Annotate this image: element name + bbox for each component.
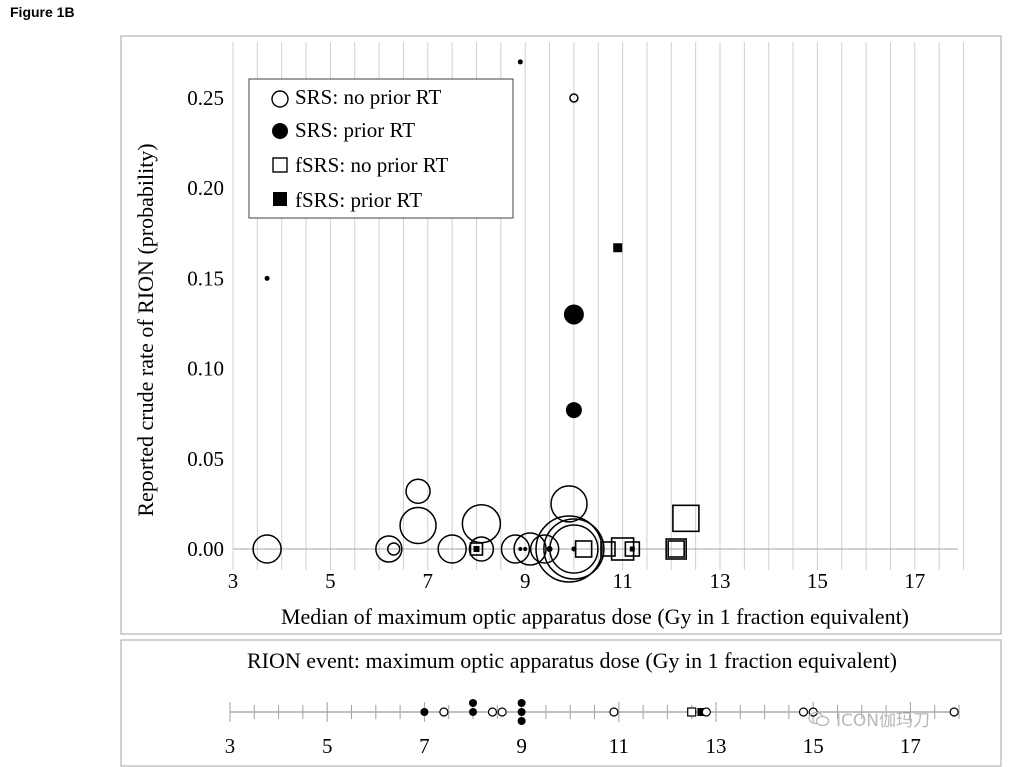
data-point: [386, 542, 401, 556]
legend-label-fsrs-no-prior: fSRS: no prior RT: [295, 153, 449, 177]
data-point: [437, 534, 467, 564]
event-points: [420, 699, 959, 725]
data-point: [571, 546, 577, 552]
legend-label-srs-prior: SRS: prior RT: [295, 118, 415, 142]
data-point: [672, 504, 700, 533]
event-point: [798, 707, 809, 717]
data-point: [550, 485, 588, 523]
data-point: [667, 540, 685, 558]
data-point: [399, 506, 437, 545]
y-tick-label: 0.10: [187, 357, 224, 381]
event-point: [487, 707, 498, 717]
wechat-icon: [808, 711, 830, 726]
event-point: [609, 707, 619, 717]
data-point: [629, 546, 635, 552]
figure-label: Figure 1B: [10, 4, 75, 20]
event-tick-label: 9: [516, 734, 527, 758]
event-point: [517, 717, 526, 725]
event-point: [697, 708, 706, 716]
data-point: [517, 59, 523, 65]
event-tick-label: 3: [225, 734, 236, 758]
data-point: [473, 546, 480, 552]
legend-label-fsrs-prior: fSRS: prior RT: [295, 188, 422, 212]
event-point: [949, 707, 959, 717]
data-point: [500, 534, 531, 564]
data-point: [665, 538, 687, 560]
data-point: [624, 541, 641, 557]
y-tick-labels: 0.00 0.05 0.10 0.15 0.20 0.25: [187, 86, 224, 561]
x-tick-label: 17: [904, 569, 925, 593]
data-point: [513, 532, 547, 566]
watermark-text: ICON伽玛刀: [836, 711, 930, 731]
event-tick-label: 17: [900, 734, 921, 758]
y-tick-label: 0.25: [187, 86, 224, 110]
event-tick-label: 5: [322, 734, 333, 758]
data-point: [469, 542, 484, 556]
y-axis-label: Reported crude rate of RION (probability…: [133, 143, 158, 516]
data-point: [252, 534, 282, 564]
legend-marker-srs-no-prior: [271, 90, 289, 108]
data-point: [546, 546, 553, 552]
data-point: [375, 535, 403, 563]
y-tick-label: 0.00: [187, 537, 224, 561]
x-tick-label: 3: [228, 569, 239, 593]
event-point: [701, 707, 711, 717]
x-tick-label: 13: [710, 569, 731, 593]
event-tick-labels: 3 5 7 9 11 13 15 17: [225, 734, 921, 758]
data-point: [565, 402, 582, 419]
data-point: [405, 478, 431, 505]
event-point: [420, 708, 429, 716]
event-tick-label: 13: [706, 734, 727, 758]
x-tick-labels: 3 5 7 9 11 13 15 17: [228, 569, 926, 593]
x-tick-label: 11: [612, 569, 632, 593]
data-point: [468, 536, 495, 562]
event-tick-label: 11: [609, 734, 629, 758]
data-point: [600, 541, 616, 557]
y-tick-label: 0.15: [187, 266, 224, 290]
event-point: [497, 707, 507, 717]
data-point: [518, 547, 523, 551]
event-panel-frame: [120, 639, 1002, 767]
x-tick-label: 7: [423, 569, 434, 593]
event-point: [469, 699, 477, 707]
watermark: ICON伽玛刀: [808, 706, 930, 731]
x-axis-label: Median of maximum optic apparatus dose (…: [281, 604, 909, 629]
y-tick-label: 0.05: [187, 447, 224, 471]
data-point: [563, 304, 584, 325]
event-panel-title: RION event: maximum optic apparatus dose…: [247, 648, 897, 673]
event-point: [687, 707, 697, 717]
event-point: [469, 708, 477, 716]
event-point: [439, 707, 449, 717]
event-point: [517, 699, 526, 707]
event-point: [517, 708, 526, 716]
data-point: [543, 518, 605, 580]
data-point: [264, 275, 270, 281]
legend-marker-fsrs-prior: [273, 192, 287, 206]
x-tick-label: 9: [520, 569, 531, 593]
legend-marker-fsrs-no-prior: [272, 157, 288, 173]
x-tick-label: 5: [325, 569, 336, 593]
data-point: [613, 243, 623, 253]
data-point: [569, 93, 579, 103]
data-point: [529, 534, 560, 564]
y-tick-label: 0.20: [187, 176, 224, 200]
legend: SRS: no prior RT SRS: prior RT fSRS: no …: [248, 78, 514, 219]
legend-marker-srs-prior: [272, 123, 288, 139]
data-point: [535, 515, 603, 583]
event-tick-label: 15: [803, 734, 824, 758]
event-tick-label: 7: [419, 734, 430, 758]
data-point: [523, 547, 528, 551]
legend-label-srs-no-prior: SRS: no prior RT: [295, 85, 442, 109]
legend-box: [248, 78, 514, 219]
data-points: [252, 59, 700, 583]
x-tick-label: 15: [807, 569, 828, 593]
